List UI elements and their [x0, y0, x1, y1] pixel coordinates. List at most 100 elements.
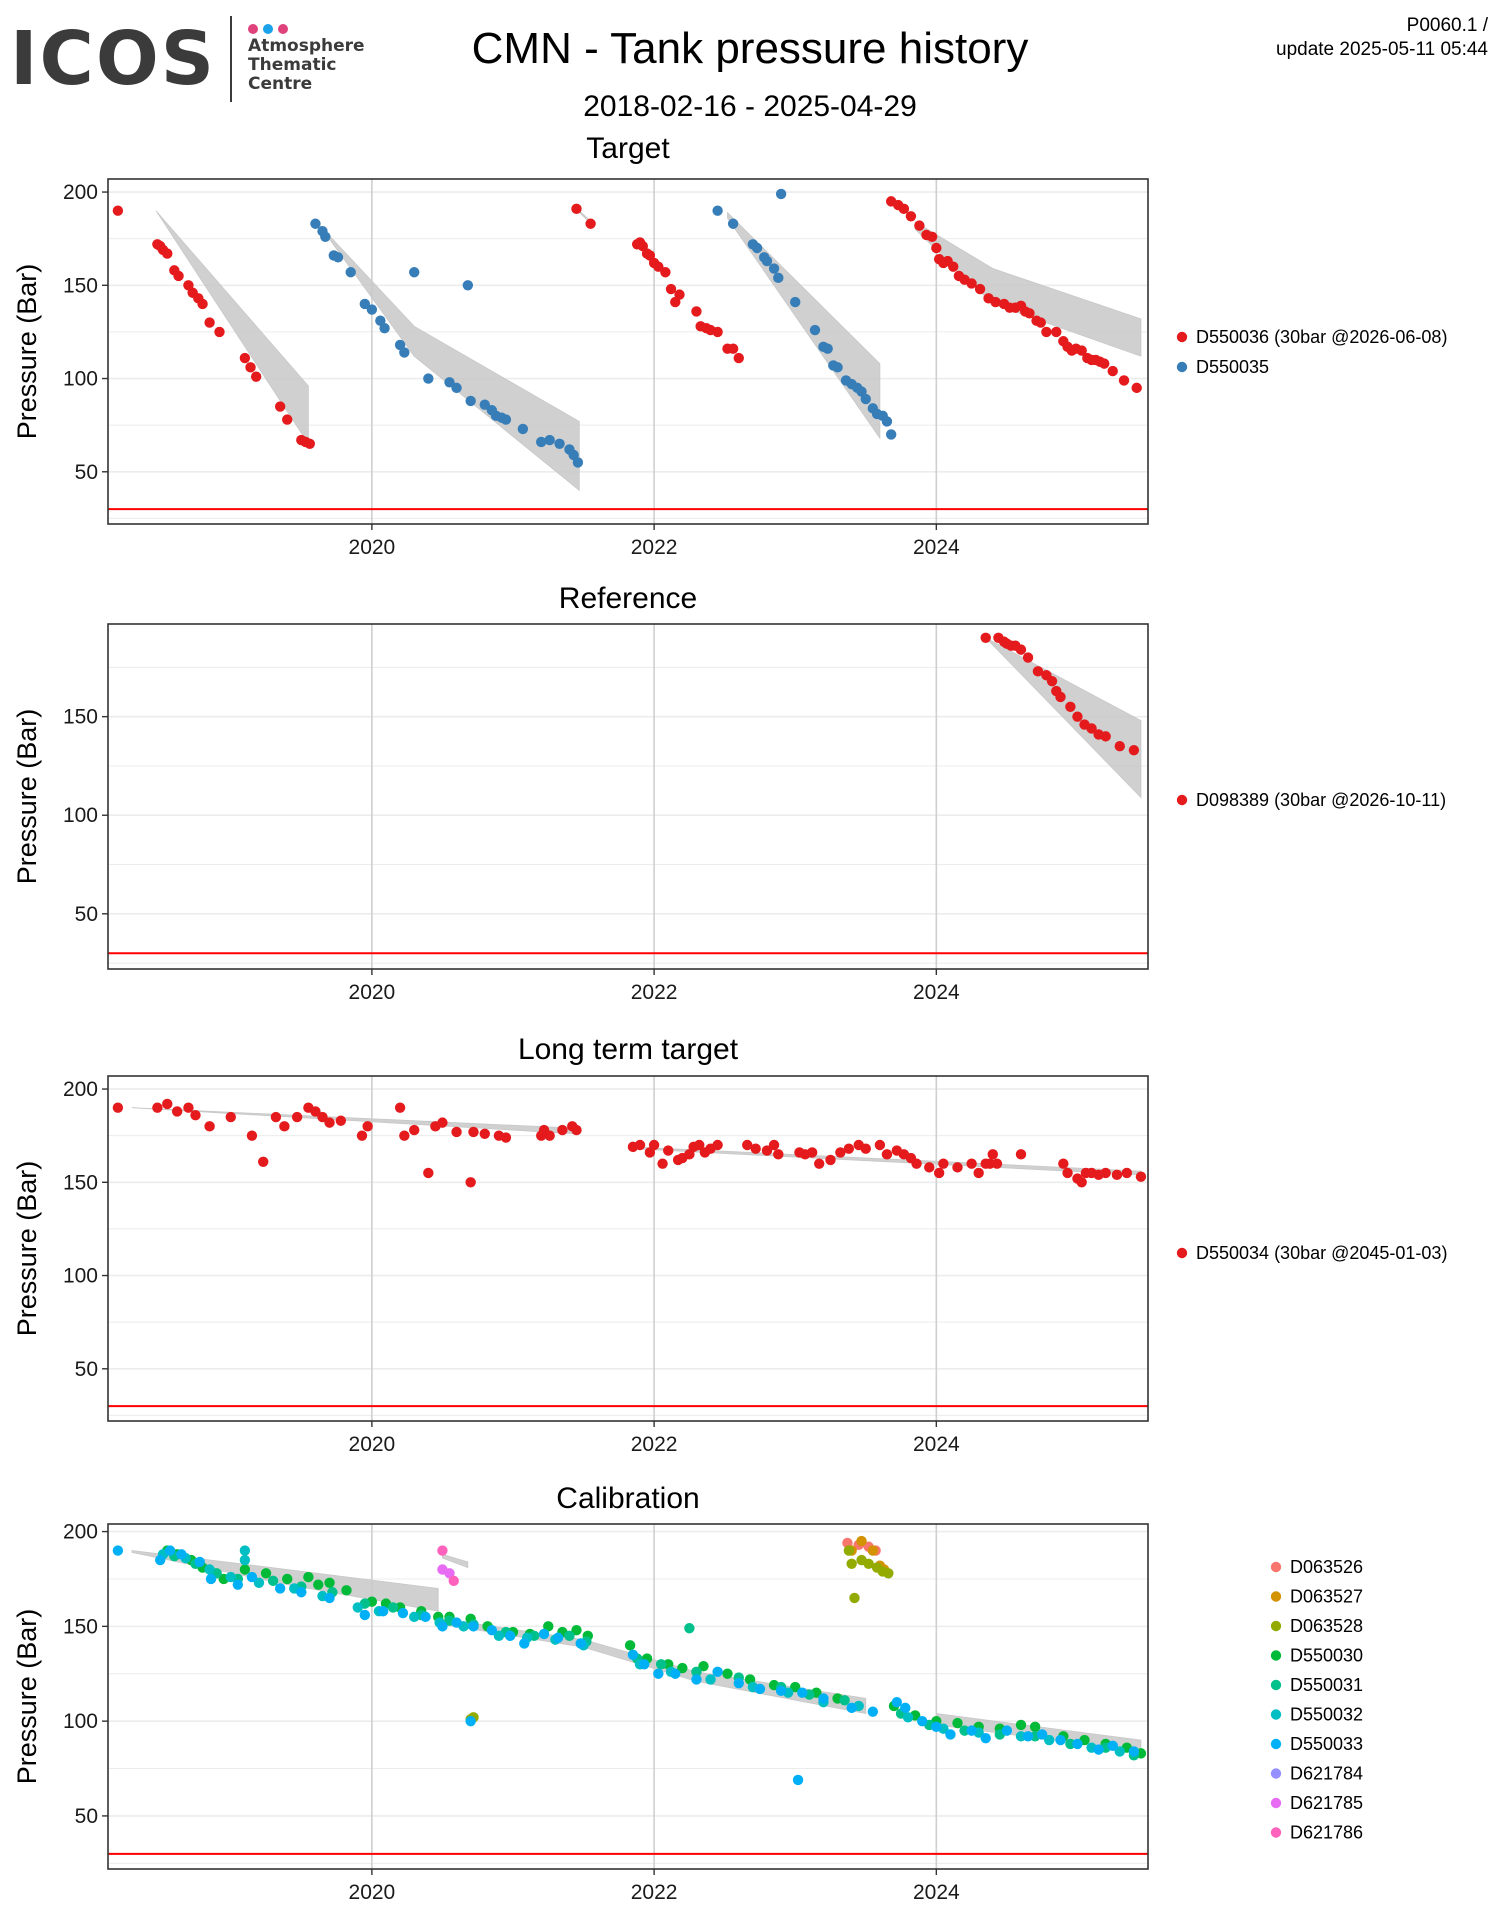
logo-dot-2 [263, 24, 274, 34]
data-point [898, 203, 910, 215]
logo-subtitle-block: Atmosphere Thematic Centre [248, 24, 365, 94]
data-point [504, 1630, 516, 1642]
data-point [677, 1662, 688, 1674]
legend-key [1270, 1827, 1282, 1838]
data-point [1035, 317, 1046, 328]
data-point [775, 188, 787, 200]
data-point [359, 298, 371, 310]
logo-dots [248, 24, 365, 34]
y-tick-label: 100 [63, 1710, 98, 1733]
x-tick-label: 2020 [349, 1433, 396, 1456]
data-point [112, 1102, 124, 1113]
data-point [698, 1660, 709, 1672]
data-point [205, 1573, 217, 1585]
data-point [1051, 326, 1062, 338]
data-point [973, 1167, 984, 1179]
data-point [773, 1149, 784, 1160]
data-point [902, 1712, 914, 1723]
data-point [246, 1130, 258, 1141]
data-point [544, 434, 555, 446]
legend-label: D550035 [1196, 357, 1269, 377]
data-point [822, 343, 833, 354]
data-point [409, 1124, 420, 1136]
logo-dot-1 [248, 24, 259, 34]
data-point [451, 382, 462, 394]
data-point [317, 1111, 328, 1123]
data-point [727, 218, 739, 229]
data-point [486, 1624, 498, 1636]
data-point [1015, 644, 1027, 655]
data-point [197, 298, 208, 310]
data-point [768, 1139, 780, 1151]
legend-key [1270, 1679, 1282, 1691]
data-point [653, 261, 664, 272]
data-point [1107, 365, 1118, 377]
data-point [204, 317, 215, 328]
data-point [768, 263, 780, 274]
data-point [557, 1124, 568, 1136]
data-point [465, 1177, 476, 1188]
x-tick-label: 2022 [631, 1881, 678, 1904]
x-tick-label: 2024 [913, 1433, 960, 1456]
data-point [663, 1145, 674, 1156]
data-point [917, 1715, 928, 1727]
y-axis-label: Pressure (Bar) [12, 264, 42, 440]
data-point [462, 280, 474, 291]
data-point [1118, 375, 1130, 386]
y-tick-label: 100 [63, 368, 98, 391]
data-point [653, 1668, 664, 1679]
data-point [952, 1717, 963, 1729]
plot-area [108, 1076, 1148, 1421]
data-point [162, 248, 173, 259]
data-point [225, 1111, 236, 1123]
data-point [933, 1167, 945, 1179]
data-point [536, 436, 547, 448]
data-point [1015, 1719, 1027, 1731]
data-point [627, 1649, 639, 1660]
legend: D550034 (30bar @2045-01-03) [1176, 1243, 1447, 1263]
data-point [493, 1630, 505, 1642]
legend-label: D550031 [1290, 1675, 1363, 1695]
legend-key [1270, 1650, 1282, 1661]
data-point [246, 1571, 258, 1583]
prediction-band [317, 223, 580, 492]
report-id: P0060.1 / [1406, 15, 1488, 36]
data-point [839, 1695, 850, 1706]
logo-line-1: Atmosphere [248, 36, 365, 56]
data-point [945, 1729, 956, 1740]
data-point [1135, 1171, 1147, 1182]
update-timestamp: update 2025-05-11 05:44 [1276, 39, 1488, 60]
plot-border [107, 1523, 1149, 1870]
data-point [665, 283, 677, 295]
data-point [310, 1106, 321, 1117]
legend: D550036 (30bar @2026-06-08) D550035 [1176, 327, 1447, 377]
data-point [420, 1611, 431, 1623]
data-point [423, 373, 434, 384]
data-point [900, 1702, 911, 1714]
legend-key [1270, 1591, 1282, 1602]
data-point [938, 1158, 949, 1169]
data-point [267, 1575, 279, 1587]
data-point [832, 362, 843, 373]
prediction-band [914, 221, 1142, 357]
data-point [1076, 345, 1087, 356]
legend-key [1176, 1247, 1188, 1259]
legend-label: D621786 [1290, 1823, 1363, 1843]
legend-key [1176, 361, 1188, 373]
data-point [1001, 1725, 1013, 1736]
data-point [761, 255, 773, 267]
x-tick-label: 2022 [631, 536, 678, 559]
panel-title: Long term target [518, 1033, 739, 1066]
data-point [712, 1139, 723, 1151]
data-point [1100, 1167, 1111, 1179]
data-point [987, 1149, 998, 1160]
data-point [684, 1623, 695, 1634]
y-tick-label: 50 [75, 903, 98, 926]
data-point [881, 1149, 893, 1160]
data-point [585, 218, 596, 229]
data-point [379, 322, 390, 334]
data-point [966, 1158, 977, 1169]
data-point [190, 1109, 201, 1121]
legend-label: D550030 [1290, 1646, 1363, 1666]
data-point [790, 1681, 801, 1693]
